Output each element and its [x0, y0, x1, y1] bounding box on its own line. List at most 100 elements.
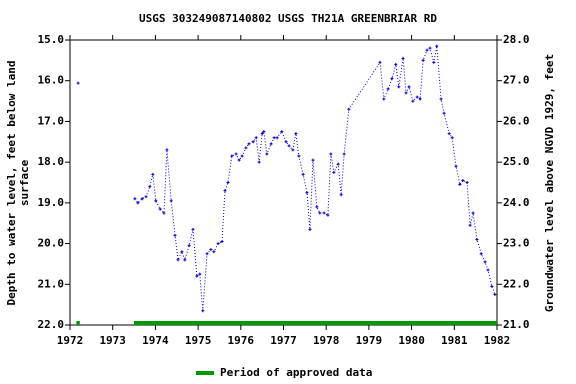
data-point	[237, 158, 241, 162]
data-point	[275, 136, 279, 140]
x-tick-label: 1982	[484, 334, 511, 347]
data-point	[378, 60, 382, 64]
data-point	[407, 85, 411, 89]
data-point	[479, 252, 483, 256]
data-point	[386, 87, 390, 91]
x-tick-label: 1978	[313, 334, 340, 347]
data-point	[151, 172, 155, 176]
data-point	[220, 240, 224, 244]
data-point	[191, 227, 195, 231]
x-tick-label: 1977	[270, 334, 297, 347]
data-point	[280, 130, 284, 134]
data-point	[329, 152, 333, 156]
data-point	[332, 170, 336, 174]
data-point	[297, 154, 301, 158]
y2-tick-label: 21.0	[503, 318, 530, 331]
y-tick-label: 18.0	[38, 155, 65, 168]
data-point	[432, 60, 436, 64]
data-point	[318, 211, 322, 215]
data-point	[394, 62, 398, 66]
data-point	[269, 142, 273, 146]
data-point	[247, 142, 251, 146]
data-point	[342, 152, 346, 156]
data-point	[244, 146, 248, 150]
data-point	[212, 250, 216, 254]
data-point	[198, 272, 202, 276]
data-point	[454, 164, 458, 168]
data-point	[169, 199, 173, 203]
data-point	[397, 85, 401, 89]
data-point	[483, 260, 487, 264]
data-point	[76, 81, 80, 85]
data-point	[465, 181, 469, 184]
data-point	[265, 152, 269, 156]
data-point	[148, 185, 152, 189]
data-point	[322, 211, 326, 215]
data-point	[183, 258, 187, 262]
data-point	[158, 207, 162, 211]
data-point	[428, 46, 432, 50]
data-point	[447, 132, 451, 136]
data-point	[458, 183, 462, 187]
x-tick-label: 1981	[441, 334, 468, 347]
data-point	[254, 136, 258, 140]
legend-label: Period of approved data	[220, 366, 372, 379]
data-point	[230, 154, 234, 158]
y2-tick-label: 24.0	[503, 196, 530, 209]
y-axis-label: surface	[18, 159, 31, 206]
data-point	[272, 136, 276, 140]
x-tick-label: 1979	[356, 334, 383, 347]
data-point	[195, 274, 199, 278]
data-point	[136, 201, 140, 205]
y-tick-label: 15.0	[38, 33, 65, 46]
y-tick-label: 20.0	[38, 237, 65, 250]
data-point	[251, 140, 255, 144]
y-tick-label: 16.0	[38, 74, 65, 87]
data-point	[435, 44, 439, 48]
data-point	[154, 199, 158, 203]
data-point	[411, 99, 415, 103]
x-tick-label: 1975	[185, 334, 212, 347]
data-point	[471, 211, 475, 215]
data-point	[493, 292, 497, 296]
chart-title: USGS 303249087140802 USGS TH21A GREENBRI…	[139, 12, 437, 25]
data-point	[421, 58, 425, 62]
data-point	[442, 111, 446, 115]
data-point	[439, 97, 443, 101]
data-point	[418, 97, 422, 101]
data-point	[415, 95, 419, 99]
data-point	[461, 178, 465, 182]
data-point	[226, 181, 230, 184]
approved-period	[134, 321, 498, 325]
x-tick-label: 1976	[228, 334, 255, 347]
data-point	[257, 160, 261, 164]
data-point	[486, 268, 490, 272]
data-point	[144, 195, 148, 199]
y2-tick-label: 27.0	[503, 74, 530, 87]
data-point	[308, 227, 312, 231]
series-line	[134, 46, 496, 311]
y-tick-label: 19.0	[38, 196, 65, 209]
data-point	[475, 238, 479, 241]
data-point	[326, 213, 330, 217]
data-point	[390, 77, 394, 81]
data-point	[347, 107, 351, 111]
y-tick-label: 17.0	[38, 114, 65, 127]
data-point	[201, 309, 205, 313]
y2-tick-label: 25.0	[503, 155, 530, 168]
y2-tick-label: 22.0	[503, 277, 530, 290]
data-point	[140, 197, 144, 201]
data-point	[216, 242, 220, 246]
data-point	[404, 91, 408, 95]
data-point	[262, 130, 266, 134]
data-point	[165, 148, 169, 152]
data-point	[315, 205, 319, 209]
y2-tick-label: 23.0	[503, 237, 530, 250]
data-point	[240, 154, 244, 158]
data-point	[260, 132, 264, 136]
y-tick-label: 22.0	[38, 318, 65, 331]
data-point	[401, 56, 405, 60]
data-point	[284, 140, 288, 144]
data-point	[339, 193, 343, 197]
